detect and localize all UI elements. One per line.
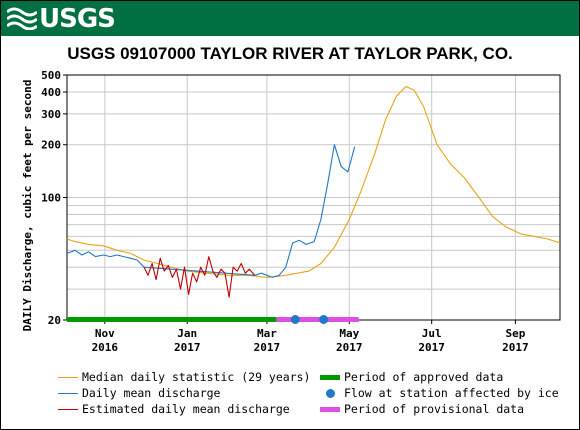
chart-svg: 20100200300400500Nov2016Jan2017Mar2017Ma…	[21, 69, 561, 354]
x-tick-year: 2017	[336, 341, 363, 354]
y-tick-label: 300	[41, 108, 61, 121]
y-tick-label: 500	[41, 69, 61, 82]
legend-daily-swatch	[58, 393, 78, 394]
legend-median-label: Median daily statistic (29 years)	[82, 370, 311, 384]
legend-approved-label: Period of approved data	[344, 370, 504, 384]
y-axis-label: DAILY Discharge, cubic feet per second	[21, 80, 34, 332]
x-tick-year: 2017	[254, 341, 281, 354]
daily-mean-line	[66, 144, 356, 278]
estimated-mean-line	[143, 256, 256, 298]
usgs-logo-text: USGS	[39, 4, 116, 34]
x-tick-label: Nov	[95, 327, 115, 340]
provisional-period-bar	[276, 317, 359, 322]
x-tick-year: 2017	[418, 341, 445, 354]
ice-point	[319, 315, 329, 324]
approved-period-bar	[67, 317, 277, 322]
legend-estimated-label: Estimated daily mean discharge	[82, 402, 290, 416]
x-tick-label: Jan	[177, 327, 197, 340]
x-tick-year: 2017	[174, 341, 201, 354]
ice-point	[290, 315, 300, 324]
legend-ice-label: Flow at station affected by ice	[344, 386, 559, 400]
legend-estimated-swatch	[58, 409, 78, 410]
y-tick-label: 20	[48, 314, 61, 327]
legend-approved-swatch	[320, 375, 340, 380]
legend-ice-dot-icon	[326, 389, 335, 398]
usgs-banner: USGS	[1, 1, 579, 36]
y-tick-label: 200	[41, 139, 61, 152]
legend-daily-label: Daily mean discharge	[82, 386, 221, 400]
legend-median-swatch	[58, 377, 78, 378]
x-tick-label: Mar	[257, 327, 277, 340]
legend-provisional-swatch	[320, 407, 340, 412]
chart-title: USGS 09107000 TAYLOR RIVER AT TAYLOR PAR…	[67, 44, 513, 63]
y-tick-label: 100	[41, 192, 61, 205]
x-tick-label: Sep	[505, 327, 525, 340]
median-line	[66, 85, 561, 278]
legend: Median daily statistic (29 years) Daily …	[0, 370, 580, 426]
x-tick-label: Jul	[422, 327, 442, 340]
x-tick-year: 2017	[502, 341, 529, 354]
legend-provisional-label: Period of provisional data	[344, 402, 525, 416]
usgs-wave-icon	[7, 7, 37, 30]
x-tick-year: 2016	[92, 341, 119, 354]
x-tick-label: May	[339, 327, 359, 340]
y-tick-label: 400	[41, 86, 61, 99]
